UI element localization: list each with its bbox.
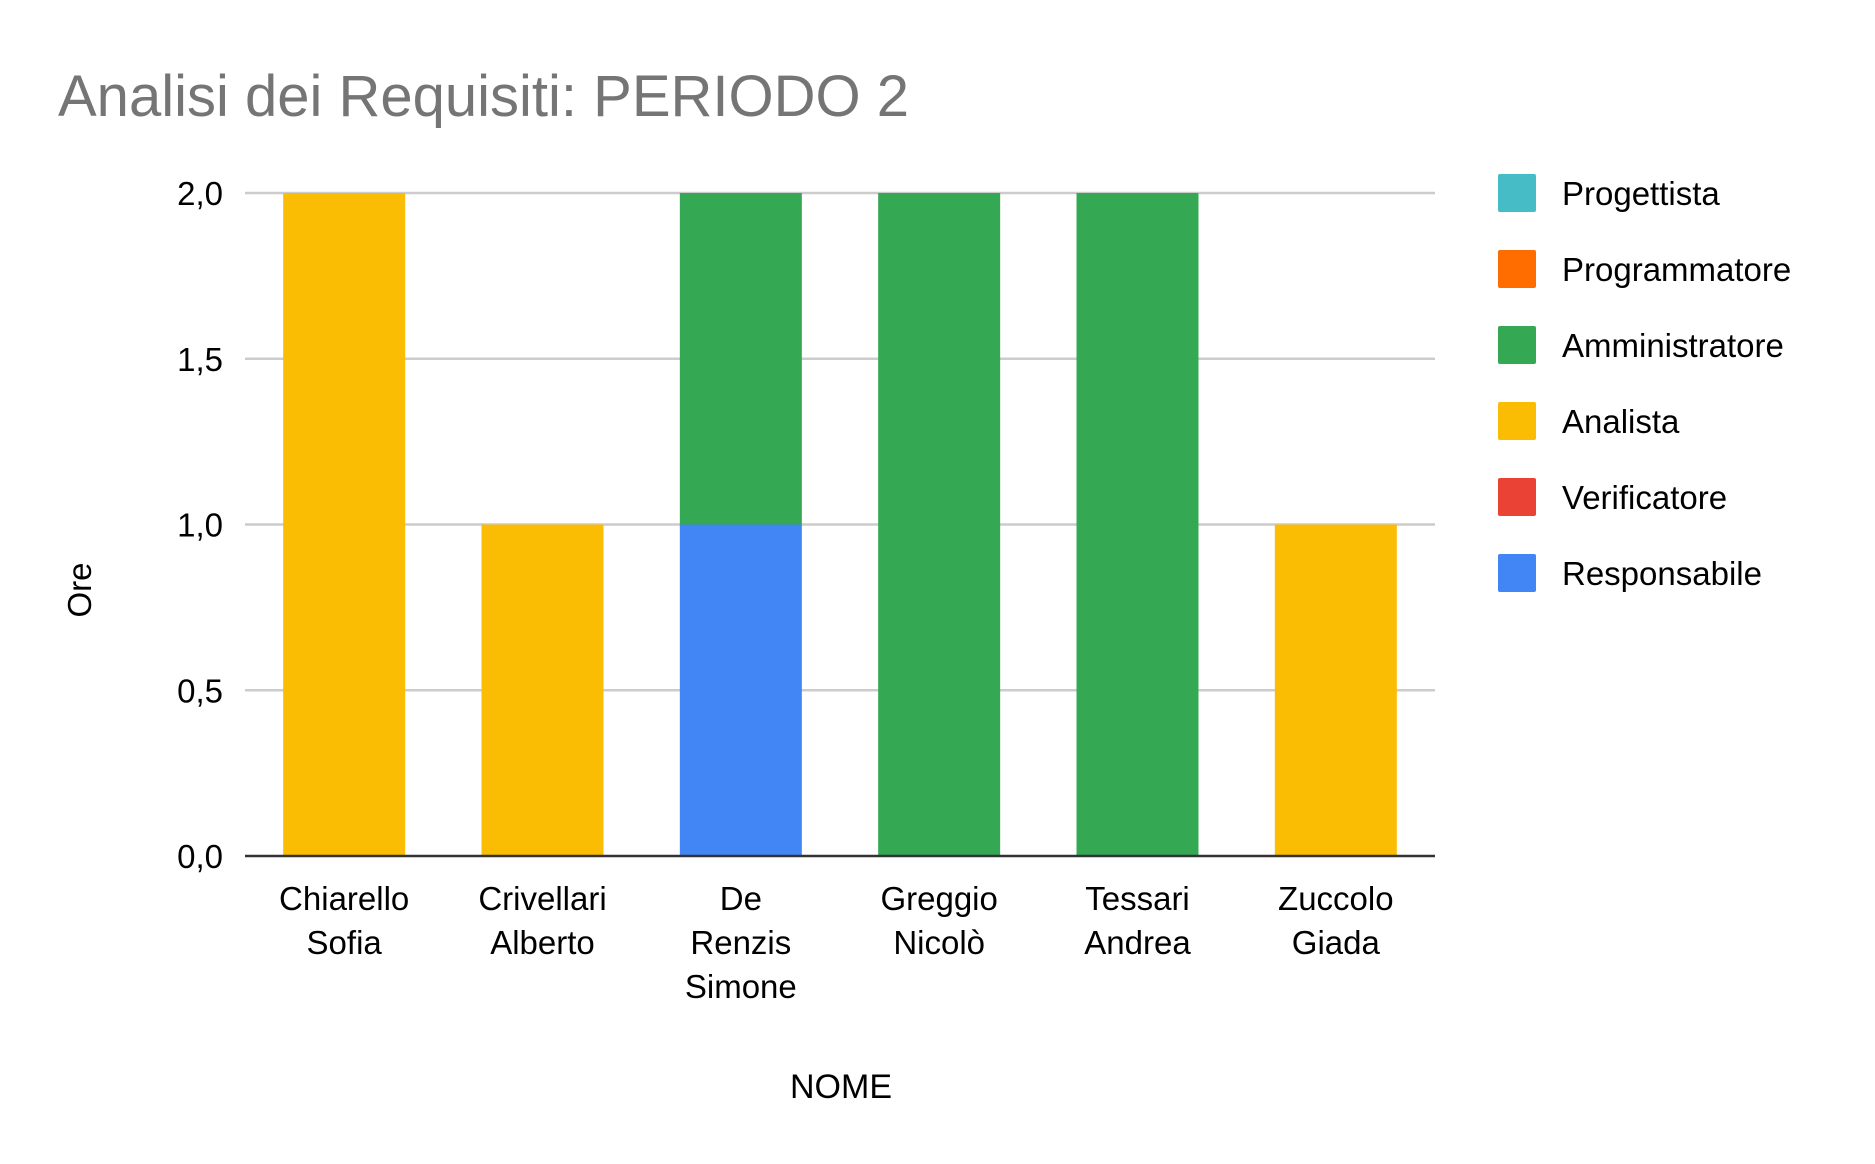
legend-label: Analista	[1562, 403, 1680, 440]
bar-amministratore	[878, 193, 1001, 856]
legend-swatch	[1498, 554, 1536, 592]
legend-swatch	[1498, 250, 1536, 288]
chart-title: Analisi dei Requisiti: PERIODO 2	[58, 64, 909, 129]
y-tick-label: 1,0	[177, 507, 223, 544]
legend-swatch	[1498, 326, 1536, 364]
legend-item: Analista	[1498, 402, 1680, 440]
bar-amministratore	[679, 193, 802, 525]
gridlines	[245, 191, 1435, 692]
legend: Progettista Programmatore Amministratore An…	[1498, 174, 1791, 592]
legend-item: Programmatore	[1498, 250, 1791, 288]
x-tick-label: Zuccolo Giada	[1278, 880, 1394, 961]
x-tick-label: Chiarello Sofia	[279, 880, 409, 961]
legend-label: Progettista	[1562, 175, 1720, 212]
axes: 0,0 0,5 1,0 1,5 2,0 Chiarello Sofia Crivellari A…	[177, 175, 1435, 1005]
bar-analista	[481, 524, 604, 856]
x-tick-label: De Renzis Simone	[685, 880, 797, 1005]
bar-analista	[283, 193, 406, 856]
legend-swatch	[1498, 402, 1536, 440]
y-tick-label: 0,0	[177, 838, 223, 875]
legend-item: Responsabile	[1498, 554, 1762, 592]
legend-item: Verificatore	[1498, 478, 1727, 516]
legend-label: Responsabile	[1562, 555, 1762, 592]
x-tick-label: Crivellari Alberto	[478, 880, 606, 961]
bars	[283, 193, 1397, 856]
bar-analista	[1274, 524, 1397, 856]
bar-responsabile	[679, 524, 802, 856]
legend-label: Programmatore	[1562, 251, 1791, 288]
x-tick-label: Tessari Andrea	[1084, 880, 1191, 961]
legend-item: Progettista	[1498, 174, 1720, 212]
y-tick-label: 1,5	[177, 341, 223, 378]
legend-label: Amministratore	[1562, 327, 1784, 364]
y-tick-label: 0,5	[177, 672, 223, 709]
legend-swatch	[1498, 478, 1536, 516]
bar-amministratore	[1076, 193, 1199, 856]
y-tick-label: 2,0	[177, 175, 223, 212]
legend-item: Amministratore	[1498, 326, 1784, 364]
legend-swatch	[1498, 174, 1536, 212]
x-tick-label: Greggio Nicolò	[880, 880, 997, 961]
y-axis-label: Ore	[61, 562, 98, 617]
legend-label: Verificatore	[1562, 479, 1727, 516]
x-axis-label: NOME	[790, 1068, 892, 1106]
